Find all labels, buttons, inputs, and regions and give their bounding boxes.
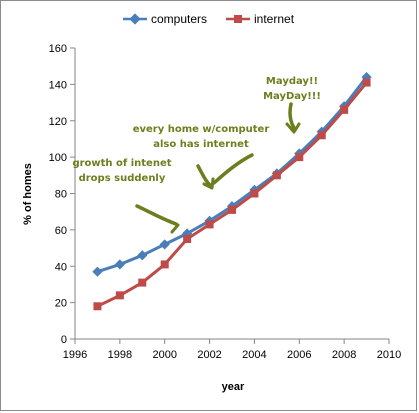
data-point-computers: [114, 259, 125, 270]
data-point-internet: [250, 189, 259, 198]
legend-label-internet: internet: [254, 12, 295, 26]
data-point-internet: [272, 171, 281, 180]
y-tick-label: 60: [55, 225, 67, 237]
series-line-internet: [96, 81, 368, 308]
data-point-internet: [362, 78, 371, 87]
x-tick-label: 2010: [377, 349, 401, 361]
axes: 0 20 40 60 80 100 120 140 160 1996 1998 2000 2002 200…: [49, 43, 402, 361]
data-point-internet: [340, 105, 349, 114]
annotation-text: also has internet: [153, 139, 249, 150]
data-point-internet: [115, 291, 124, 300]
data-point-internet: [160, 260, 169, 269]
data-point-internet: [317, 131, 326, 140]
y-tick-label: 20: [55, 298, 67, 310]
annotation-text: drops suddenly: [79, 173, 166, 184]
annotation-arrow-2b: [212, 153, 254, 185]
annotation-text: every home w/computer: [133, 124, 270, 135]
x-tick-label: 2000: [152, 349, 176, 361]
legend: computers internet: [123, 12, 295, 26]
annotation-arrow-3: [288, 102, 296, 130]
x-tick-label: 1996: [63, 349, 87, 361]
data-point-internet: [183, 234, 192, 243]
data-point-computers: [137, 250, 148, 261]
y-tick-label: 140: [49, 79, 67, 91]
annotation-arrow-2a: [196, 164, 213, 188]
x-tick-label: 2004: [242, 349, 266, 361]
x-tick-label: 2002: [197, 349, 221, 361]
y-tick-label: 40: [55, 261, 67, 273]
y-tick-label: 0: [61, 334, 67, 346]
x-tick-label: 2008: [332, 349, 356, 361]
data-point-internet: [93, 302, 102, 311]
y-axis-title: % of homes: [22, 163, 34, 225]
x-tick-label: 1998: [108, 349, 132, 361]
series-internet: [93, 78, 371, 311]
data-point-computers: [159, 239, 170, 250]
annotation-text: MayDay!!!: [263, 91, 321, 102]
annotation-text: growth of intenet: [72, 158, 171, 169]
x-tick-label: 2006: [287, 349, 311, 361]
y-tick-label: 80: [55, 189, 67, 201]
x-axis-title: year: [222, 381, 245, 393]
data-point-internet: [205, 220, 214, 229]
data-point-internet: [138, 278, 147, 287]
series-layer: [92, 72, 372, 311]
legend-marker-computers: [129, 13, 141, 25]
legend-label-computers: computers: [151, 12, 207, 26]
annotation-3: Mayday!! MayDay!!!: [263, 76, 321, 102]
legend-marker-internet: [234, 15, 242, 23]
y-tick-label: 160: [49, 43, 67, 55]
annotation-layer: growth of intenet drops suddenly every hom…: [72, 76, 321, 234]
y-tick-label: 120: [49, 116, 67, 128]
data-point-internet: [228, 205, 236, 214]
data-point-computers: [92, 266, 103, 277]
y-tick-label: 100: [49, 152, 67, 164]
annotation-arrow-3-head: [285, 122, 301, 134]
annotation-text: Mayday!!: [266, 76, 318, 87]
annotation-1: growth of intenet drops suddenly: [72, 158, 171, 184]
legend-item-computers: computers: [123, 12, 207, 26]
annotation-2: every home w/computer also has internet: [133, 124, 270, 150]
legend-item-internet: internet: [226, 12, 295, 26]
data-point-internet: [295, 153, 304, 162]
annotation-arrow-1-head: [166, 219, 180, 234]
